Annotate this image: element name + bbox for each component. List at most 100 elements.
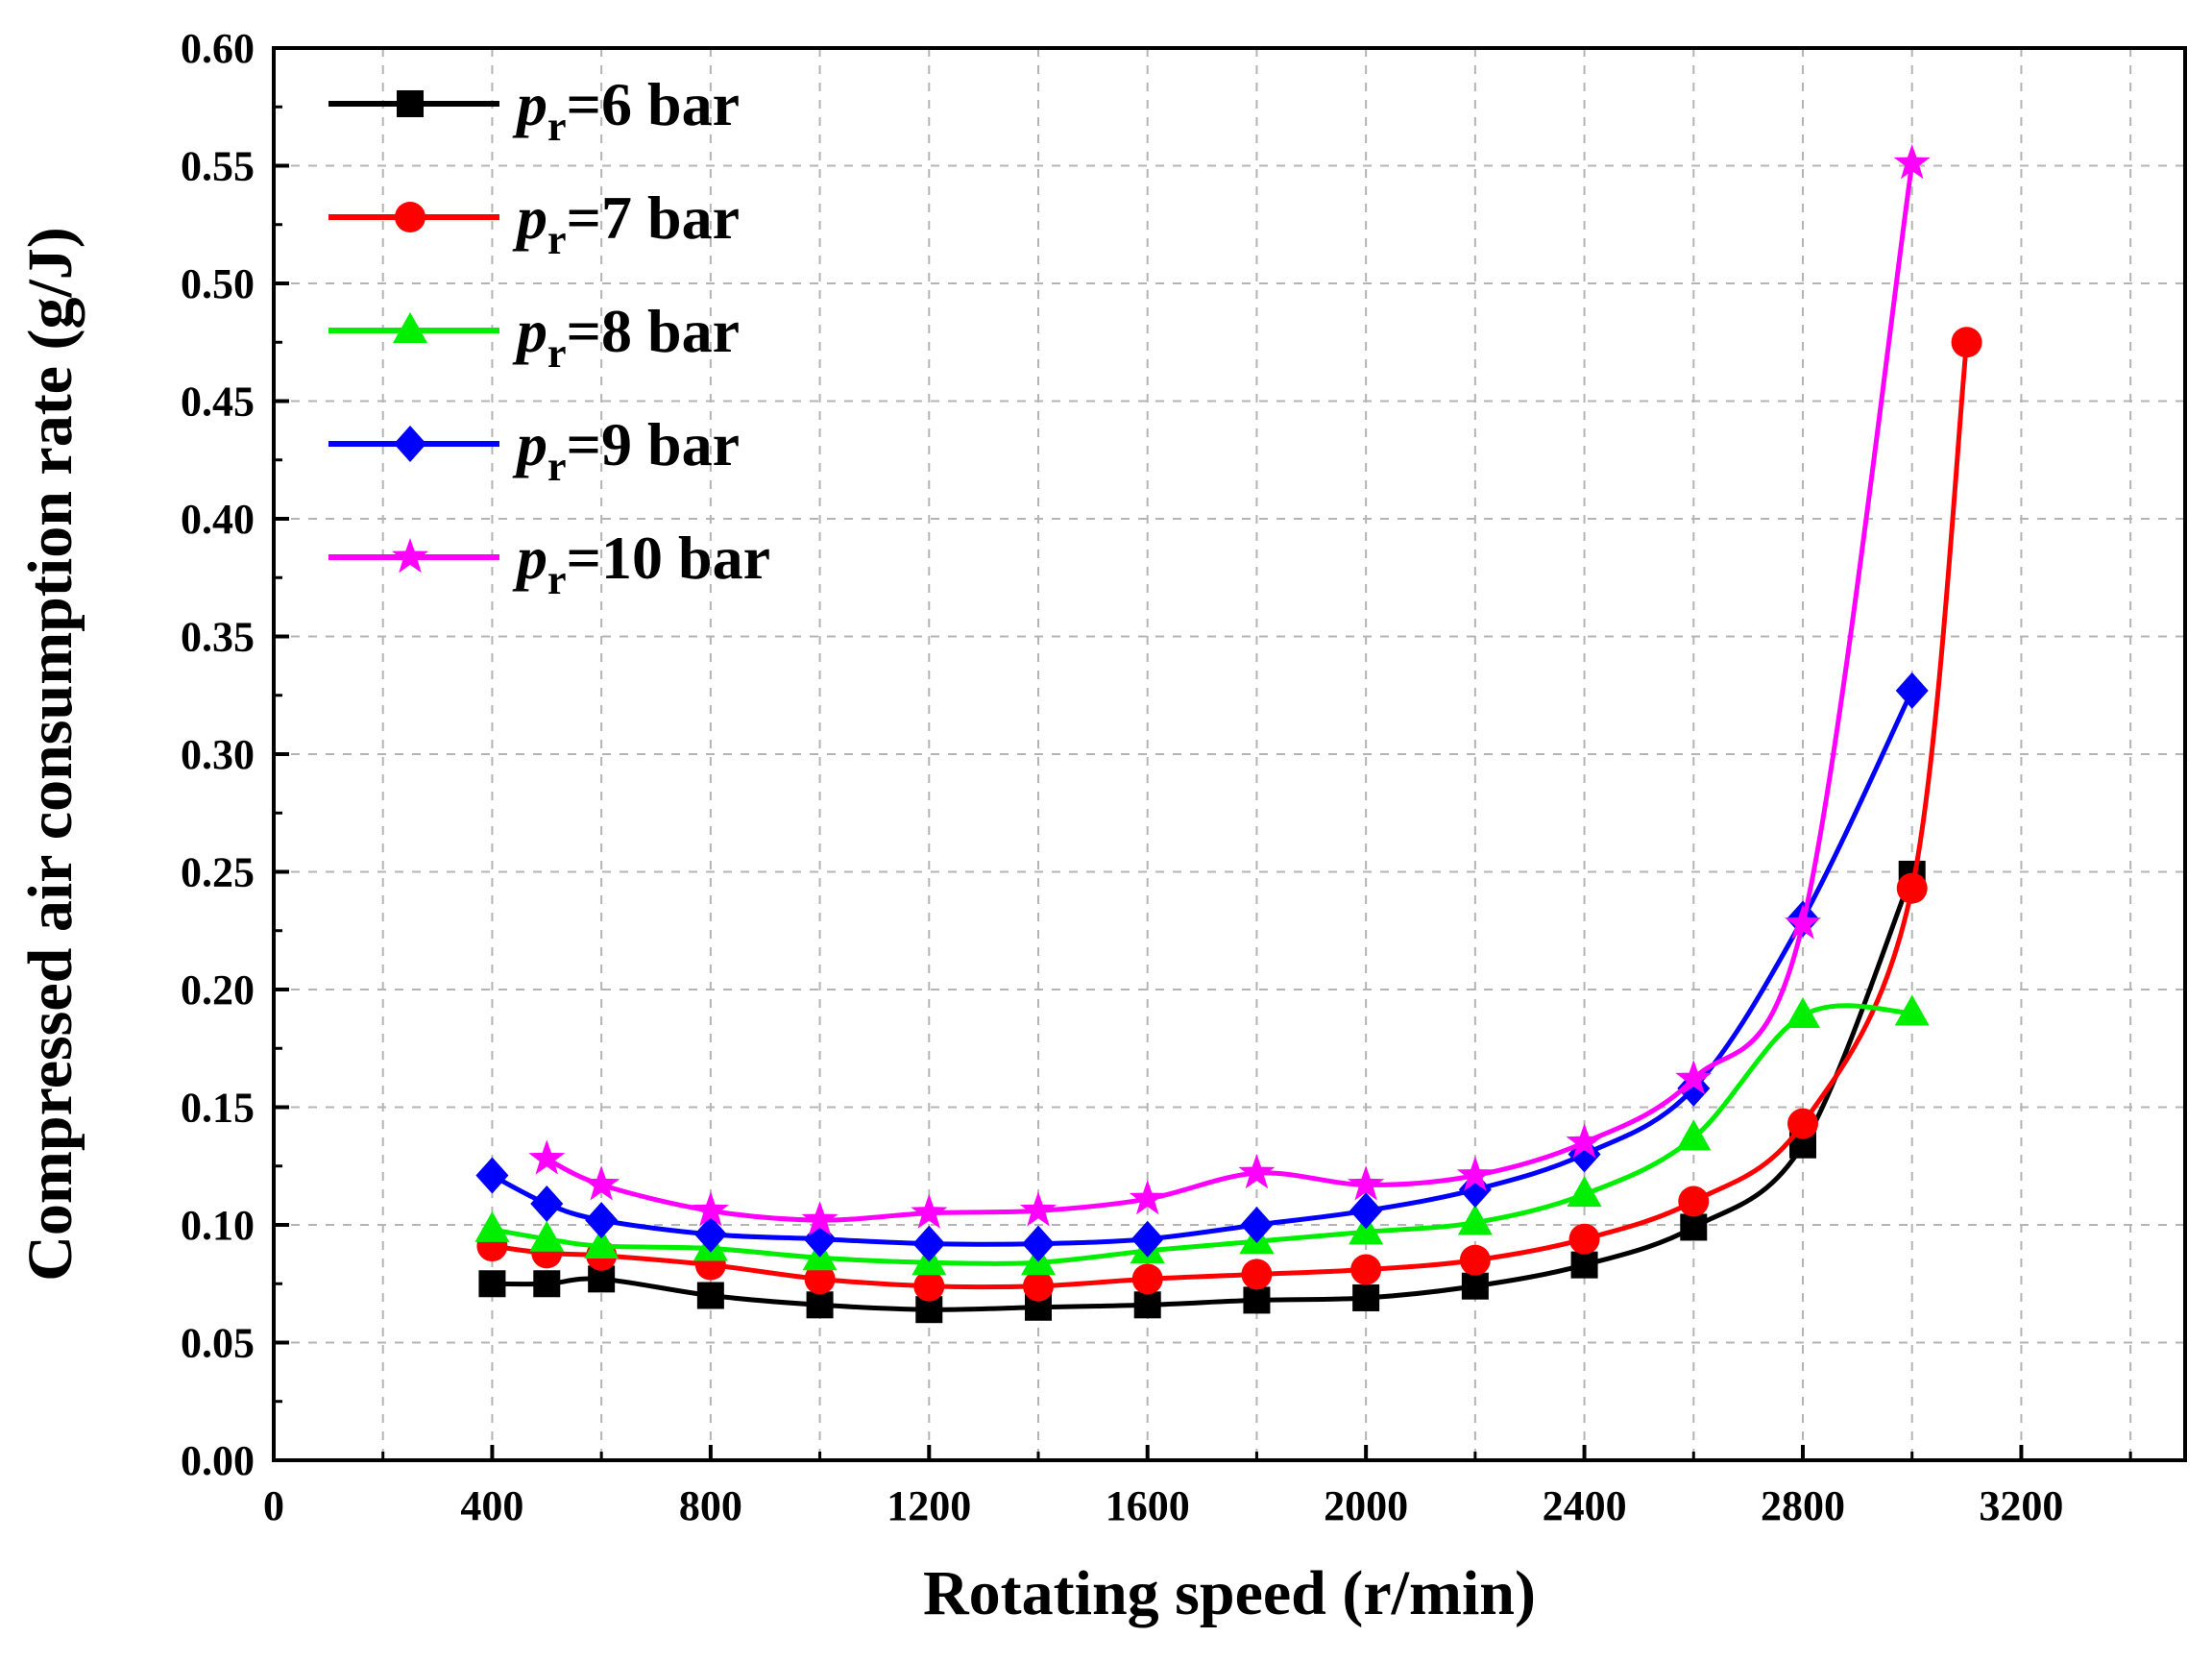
legend-subscript: r bbox=[547, 556, 567, 603]
data-point bbox=[1895, 672, 1929, 709]
data-point bbox=[585, 1202, 619, 1239]
x-tick-label: 800 bbox=[679, 1482, 742, 1529]
legend-symbol: p bbox=[512, 524, 547, 592]
x-tick-label: 2400 bbox=[1543, 1482, 1627, 1529]
data-point bbox=[1894, 994, 1930, 1026]
data-point bbox=[475, 1157, 509, 1194]
y-tick-label: 0.25 bbox=[181, 849, 255, 896]
legend-label: pr=10 bar bbox=[512, 524, 770, 603]
legend-suffix: =10 bar bbox=[567, 524, 770, 592]
legend-suffix: =9 bar bbox=[567, 410, 740, 478]
legend-symbol: p bbox=[512, 70, 547, 138]
data-point bbox=[1348, 1165, 1385, 1201]
x-axis-title: Rotating speed (r/min) bbox=[923, 1558, 1536, 1628]
y-tick-label: 0.55 bbox=[181, 143, 255, 190]
series-line bbox=[491, 689, 1914, 1247]
data-point bbox=[801, 1201, 839, 1236]
legend-suffix: =8 bar bbox=[567, 297, 740, 365]
data-point bbox=[911, 1193, 948, 1229]
data-point bbox=[1349, 1192, 1383, 1230]
data-point bbox=[1243, 1286, 1271, 1314]
legend-suffix: =7 bar bbox=[567, 183, 740, 252]
data-point bbox=[1241, 1259, 1273, 1290]
data-point bbox=[1678, 1185, 1710, 1217]
legend-subscript: r bbox=[547, 216, 567, 263]
y-tick-label: 0.30 bbox=[181, 731, 255, 778]
data-point bbox=[1456, 1156, 1494, 1191]
legend-label: pr=6 bar bbox=[512, 70, 740, 150]
legend-marker bbox=[395, 202, 425, 232]
data-point bbox=[912, 1225, 946, 1262]
data-point bbox=[1350, 1254, 1382, 1285]
data-point bbox=[1129, 1180, 1166, 1215]
data-point bbox=[1676, 1119, 1712, 1151]
data-point bbox=[1457, 1204, 1493, 1235]
data-point bbox=[1022, 1225, 1055, 1262]
legend-marker bbox=[397, 90, 424, 117]
x-tick-label: 3200 bbox=[1979, 1482, 2063, 1529]
legend-symbol: p bbox=[512, 183, 547, 252]
legend-entry: pr=7 bar bbox=[328, 183, 740, 263]
legend-marker bbox=[392, 538, 428, 574]
data-point bbox=[530, 1185, 564, 1222]
legend-suffix: =6 bar bbox=[567, 70, 740, 138]
series-4 bbox=[475, 672, 1929, 1262]
data-point bbox=[913, 1270, 945, 1302]
series-3 bbox=[474, 994, 1930, 1276]
x-tick-label: 2000 bbox=[1324, 1482, 1408, 1529]
data-point bbox=[1675, 1060, 1713, 1095]
data-point bbox=[478, 1270, 506, 1298]
data-point bbox=[474, 1210, 510, 1242]
data-point bbox=[584, 1228, 620, 1259]
axis-ticks: 0 400 800 1200 1600 2000 2400 2800 3200 0.00 0.05 0… bbox=[181, 25, 2132, 1529]
data-series bbox=[474, 144, 1982, 1324]
data-point bbox=[1785, 904, 1821, 940]
x-tick-label: 0 bbox=[263, 1482, 284, 1529]
data-point bbox=[1568, 1223, 1600, 1255]
data-point bbox=[1240, 1207, 1274, 1243]
legend-entry: pr=6 bar bbox=[328, 70, 740, 150]
data-point bbox=[806, 1291, 834, 1319]
data-point bbox=[1680, 1213, 1708, 1241]
data-point bbox=[1570, 1251, 1598, 1279]
y-tick-label: 0.10 bbox=[181, 1202, 255, 1249]
x-tick-label: 1600 bbox=[1106, 1482, 1190, 1529]
legend-marker bbox=[394, 426, 426, 462]
data-point bbox=[528, 1139, 566, 1175]
data-point bbox=[1238, 1154, 1276, 1189]
y-tick-label: 0.15 bbox=[181, 1085, 255, 1132]
data-point bbox=[1130, 1220, 1164, 1258]
data-point bbox=[1023, 1270, 1054, 1302]
y-axis-title: Compressed air consumption rate (g/J) bbox=[15, 227, 85, 1282]
x-tick-label: 2800 bbox=[1761, 1482, 1845, 1529]
data-point bbox=[1131, 1263, 1163, 1295]
data-point bbox=[583, 1165, 620, 1201]
legend-symbol: p bbox=[512, 410, 547, 478]
data-point bbox=[1896, 872, 1928, 904]
data-point bbox=[1133, 1291, 1161, 1319]
legend-marker bbox=[393, 312, 427, 343]
y-tick-label: 0.45 bbox=[181, 379, 255, 426]
data-point bbox=[533, 1270, 561, 1298]
y-tick-label: 0.60 bbox=[181, 25, 255, 72]
data-point bbox=[1459, 1244, 1491, 1276]
legend-subscript: r bbox=[547, 330, 567, 377]
y-tick-label: 0.20 bbox=[181, 966, 255, 1014]
data-point bbox=[1458, 1171, 1492, 1209]
data-point bbox=[1352, 1283, 1380, 1311]
x-tick-label: 400 bbox=[460, 1482, 523, 1529]
y-tick-label: 0.00 bbox=[181, 1437, 255, 1484]
legend-subscript: r bbox=[547, 103, 567, 150]
data-point bbox=[804, 1263, 836, 1295]
data-point bbox=[693, 1215, 727, 1253]
legend-entry: pr=8 bar bbox=[328, 297, 740, 377]
legend-label: pr=9 bar bbox=[512, 410, 740, 490]
data-point bbox=[1020, 1191, 1057, 1227]
legend-entry: pr=10 bar bbox=[328, 524, 770, 603]
data-point bbox=[1566, 1123, 1603, 1159]
series-2 bbox=[476, 327, 1982, 1302]
data-point bbox=[1893, 144, 1931, 180]
legend-label: pr=8 bar bbox=[512, 297, 740, 377]
